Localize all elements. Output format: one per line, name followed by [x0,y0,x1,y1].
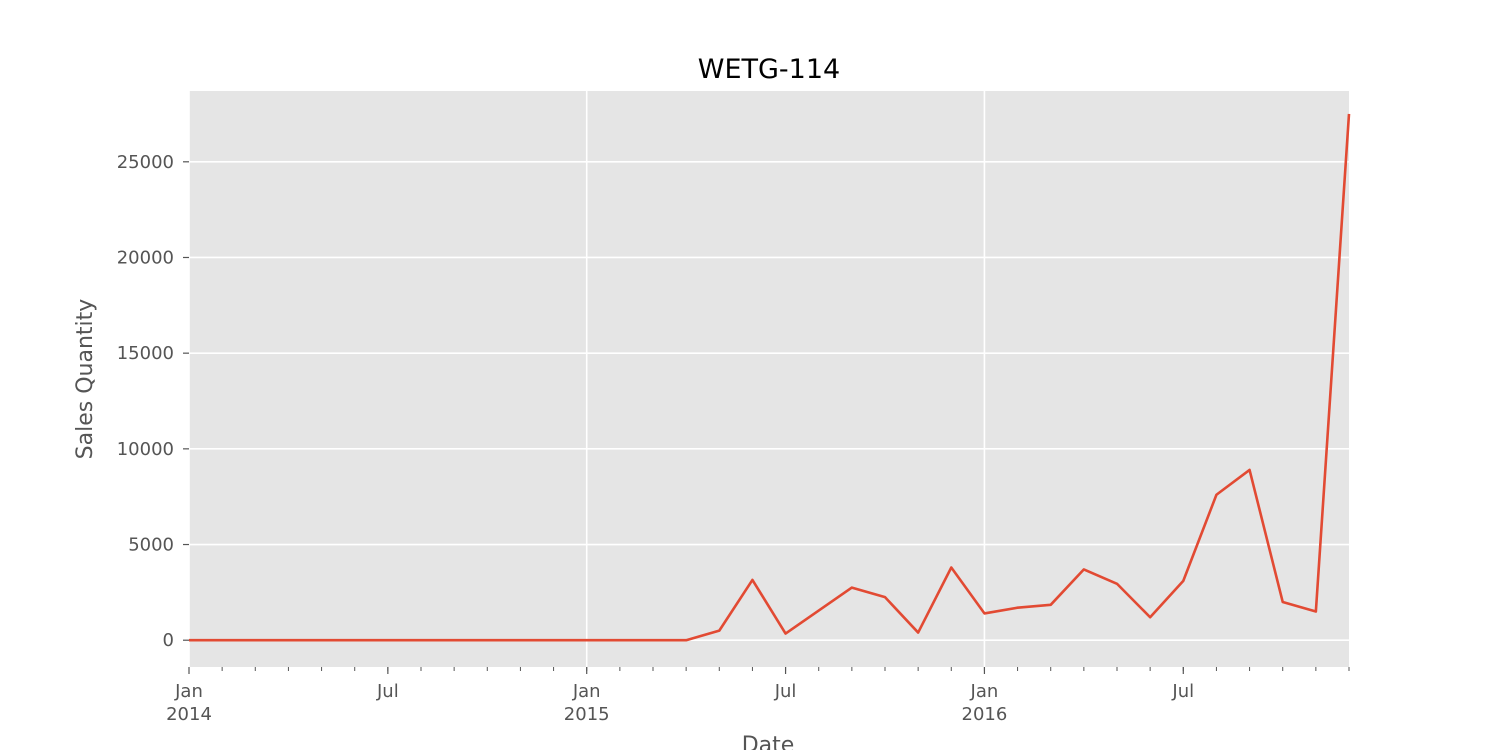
x-tick-sublabel: 2016 [962,704,1008,725]
y-tick-label: 25000 [117,152,174,173]
plot-area [189,91,1349,667]
x-tick-sublabel: 2015 [564,704,610,725]
y-tick-label: 5000 [128,535,174,556]
x-tick-label: Jul [774,681,797,702]
x-tick-sublabel: 2014 [166,704,212,725]
x-tick-label: Jul [376,681,399,702]
x-tick-label: Jan [970,681,999,702]
y-tick-label: 15000 [117,343,174,364]
y-axis-title: Sales Quantity [73,299,98,460]
series-layer [189,113,1351,642]
tick-marks [183,161,1350,674]
chart-title: WETG-114 [698,54,840,85]
y-tick-labels: 0 5000 10000 15000 20000 25000 [117,152,174,651]
y-tick-label: 0 [163,630,174,651]
x-tick-label: Jan [174,681,203,702]
x-axis-title: Date [742,733,795,750]
x-tick-label: Jul [1171,681,1194,702]
y-tick-label: 20000 [117,247,174,268]
grid [188,91,1349,667]
x-tick-label: Jan [572,681,601,702]
series-line [189,113,1351,642]
y-tick-label: 10000 [117,439,174,460]
